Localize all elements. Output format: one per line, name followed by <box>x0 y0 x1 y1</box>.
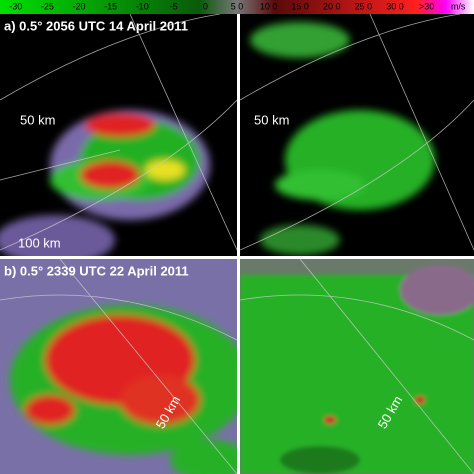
colorbar-label: 20 0 <box>323 1 341 11</box>
colorbar-label: >30 <box>419 1 434 11</box>
colorbar-label: -30 <box>9 1 22 11</box>
colorbar <box>0 0 474 14</box>
colorbar-label: m/s <box>451 1 466 11</box>
colorbar-label: 25 0 <box>355 1 373 11</box>
panel-b-velocity <box>240 259 474 474</box>
panel-label: a) 0.5° 2056 UTC 14 April 2011 <box>4 18 188 33</box>
colorbar-label: 10 0 <box>260 1 278 11</box>
colorbar-label: -20 <box>72 1 85 11</box>
colorbar-label: -5 <box>170 1 178 11</box>
panel-b-reflectivity <box>0 259 237 474</box>
range-label: 50 km <box>20 112 55 127</box>
panel-label: b) 0.5° 2339 UTC 22 April 2011 <box>4 263 189 278</box>
colorbar-label: -25 <box>41 1 54 11</box>
divider <box>0 256 474 259</box>
divider <box>237 14 240 474</box>
colorbar-label: 30 0 <box>386 1 404 11</box>
panel-a-velocity <box>240 14 474 256</box>
range-label: 100 km <box>18 235 61 250</box>
colorbar-label: -10 <box>136 1 149 11</box>
range-label: 50 km <box>254 112 289 127</box>
colorbar-label: 0 <box>203 1 208 11</box>
panel-a-reflectivity <box>0 14 237 256</box>
colorbar-label: 15 0 <box>291 1 309 11</box>
colorbar-label: -15 <box>104 1 117 11</box>
colorbar-label: 5 0 <box>231 1 244 11</box>
